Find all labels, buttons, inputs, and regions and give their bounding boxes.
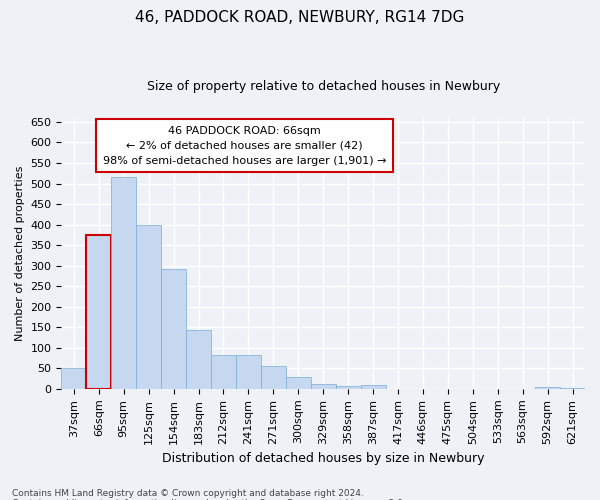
Bar [535, 387, 560, 389]
Text: Contains public sector information licensed under the Open Government Licence v3: Contains public sector information licen… [12, 498, 406, 500]
Text: Contains HM Land Registry data © Crown copyright and database right 2024.: Contains HM Land Registry data © Crown c… [12, 488, 364, 498]
Bar [560, 388, 585, 389]
Y-axis label: Number of detached properties: Number of detached properties [15, 166, 25, 341]
Bar [261, 366, 286, 389]
Text: 46, PADDOCK ROAD, NEWBURY, RG14 7DG: 46, PADDOCK ROAD, NEWBURY, RG14 7DG [136, 10, 464, 25]
Bar [311, 384, 335, 389]
Bar [211, 356, 236, 389]
Bar [186, 330, 211, 389]
Bar [161, 268, 186, 389]
Bar [86, 235, 111, 389]
Bar [286, 376, 311, 389]
Text: 46 PADDOCK ROAD: 66sqm
← 2% of detached houses are smaller (42)
98% of semi-deta: 46 PADDOCK ROAD: 66sqm ← 2% of detached … [103, 126, 386, 166]
Bar [236, 356, 261, 389]
Bar [361, 385, 386, 389]
Bar [111, 178, 136, 389]
Title: Size of property relative to detached houses in Newbury: Size of property relative to detached ho… [146, 80, 500, 93]
Bar [61, 368, 86, 389]
Bar [136, 224, 161, 389]
Bar [335, 386, 361, 389]
X-axis label: Distribution of detached houses by size in Newbury: Distribution of detached houses by size … [162, 452, 484, 465]
